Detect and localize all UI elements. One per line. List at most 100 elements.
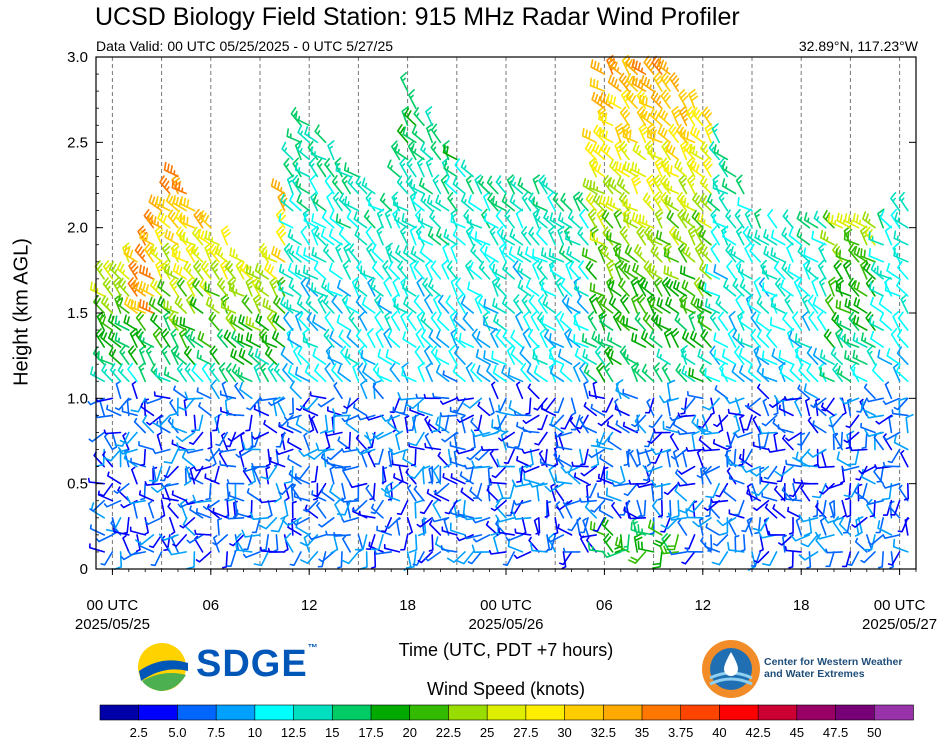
wind-barb bbox=[366, 328, 376, 348]
wind-barb bbox=[550, 483, 556, 502]
wind-barb bbox=[710, 208, 720, 229]
wind-barb bbox=[895, 363, 909, 383]
wind-barb bbox=[427, 227, 442, 246]
wind-barb bbox=[376, 225, 384, 246]
wind-barb bbox=[532, 350, 548, 365]
wind-barb bbox=[588, 448, 606, 459]
wind-barb bbox=[621, 123, 632, 144]
wind-barb bbox=[496, 458, 515, 468]
wind-barb bbox=[806, 448, 827, 458]
wind-barb bbox=[773, 397, 779, 416]
wind-barb bbox=[368, 197, 384, 212]
wind-barb bbox=[452, 364, 466, 383]
wind-barb bbox=[442, 144, 458, 161]
wind-barb bbox=[770, 247, 786, 263]
wind-barb bbox=[435, 364, 450, 383]
wind-barb bbox=[632, 262, 647, 280]
wind-barb bbox=[875, 414, 893, 425]
wind-barb bbox=[507, 367, 524, 383]
wind-barb bbox=[565, 231, 581, 246]
wind-barb bbox=[430, 260, 442, 280]
wind-barb bbox=[833, 260, 843, 280]
wind-barb bbox=[322, 295, 335, 314]
wind-barb bbox=[515, 381, 524, 400]
wind-barb bbox=[155, 367, 171, 383]
wind-barb bbox=[655, 315, 671, 331]
wind-barb bbox=[446, 260, 458, 280]
wind-barb bbox=[601, 550, 622, 558]
wind-barb bbox=[159, 465, 171, 482]
colorbar-swatch bbox=[448, 704, 488, 721]
wind-barb bbox=[331, 363, 343, 383]
wind-barb bbox=[631, 414, 647, 428]
wind-barb bbox=[404, 107, 417, 127]
wind-barb bbox=[819, 517, 827, 536]
cw3e-logo: Center for Western Weather and Water Ext… bbox=[700, 638, 920, 702]
wind-barb bbox=[534, 431, 548, 446]
wind-barb bbox=[644, 431, 655, 448]
wind-barb bbox=[648, 263, 663, 280]
wind-barb bbox=[396, 517, 401, 536]
wind-barb bbox=[827, 213, 843, 229]
wind-barb bbox=[825, 482, 843, 490]
wind-barb bbox=[488, 397, 495, 416]
wind-barb bbox=[558, 245, 573, 263]
wind-barb bbox=[615, 379, 624, 400]
wind-barb bbox=[467, 551, 483, 565]
wind-barb bbox=[261, 333, 278, 348]
wind-barb bbox=[735, 225, 745, 246]
wind-barb bbox=[794, 396, 802, 417]
wind-barb bbox=[286, 299, 302, 314]
wind-barb bbox=[341, 465, 360, 472]
wind-barb bbox=[287, 437, 302, 451]
wind-barb bbox=[538, 174, 548, 195]
wind-barb bbox=[607, 74, 622, 92]
wind-barb bbox=[602, 175, 614, 195]
wind-barb bbox=[868, 231, 884, 246]
wind-barb bbox=[118, 277, 130, 297]
wind-barb bbox=[419, 499, 433, 515]
wind-barb bbox=[144, 397, 163, 405]
wind-barb bbox=[117, 486, 130, 502]
wind-barb bbox=[471, 460, 491, 469]
wind-barb bbox=[578, 260, 589, 280]
wind-barb bbox=[131, 381, 138, 400]
wind-barb bbox=[815, 531, 835, 540]
wind-barb bbox=[122, 517, 130, 535]
wind-barb bbox=[491, 419, 507, 434]
wind-barb bbox=[95, 448, 105, 467]
wind-barb bbox=[224, 482, 230, 501]
wind-barb bbox=[535, 517, 541, 535]
wind-barb bbox=[172, 315, 187, 331]
wind-barb bbox=[794, 333, 811, 348]
wind-barb bbox=[903, 482, 909, 501]
wind-barb bbox=[883, 431, 901, 441]
x-tick-label: 12 bbox=[301, 597, 318, 614]
wind-barb bbox=[869, 315, 884, 331]
wind-barb bbox=[425, 106, 433, 127]
wind-barb bbox=[544, 482, 565, 493]
wind-barb bbox=[453, 312, 466, 331]
wind-barb bbox=[877, 520, 893, 536]
wind-barb bbox=[243, 534, 253, 551]
wind-barb bbox=[214, 244, 228, 263]
wind-barb bbox=[405, 397, 425, 410]
wind-barb bbox=[727, 408, 745, 417]
wind-barb bbox=[589, 180, 606, 195]
wind-barb bbox=[227, 410, 245, 417]
wind-barb bbox=[756, 295, 770, 314]
wind-barb bbox=[690, 296, 704, 314]
wind-barb bbox=[746, 489, 761, 502]
wind-barb bbox=[345, 431, 351, 450]
wind-barb bbox=[844, 298, 860, 314]
wind-barb bbox=[406, 157, 417, 178]
wind-barb bbox=[774, 277, 786, 297]
wind-barb bbox=[275, 431, 286, 448]
y-tick-label: 2.5 bbox=[67, 134, 88, 151]
x-tick-label: 12 bbox=[694, 597, 711, 614]
wind-barb bbox=[622, 316, 638, 331]
wind-barb bbox=[623, 349, 638, 365]
wind-barb bbox=[393, 473, 409, 485]
wind-barb bbox=[397, 260, 409, 280]
wind-barb bbox=[558, 212, 573, 229]
